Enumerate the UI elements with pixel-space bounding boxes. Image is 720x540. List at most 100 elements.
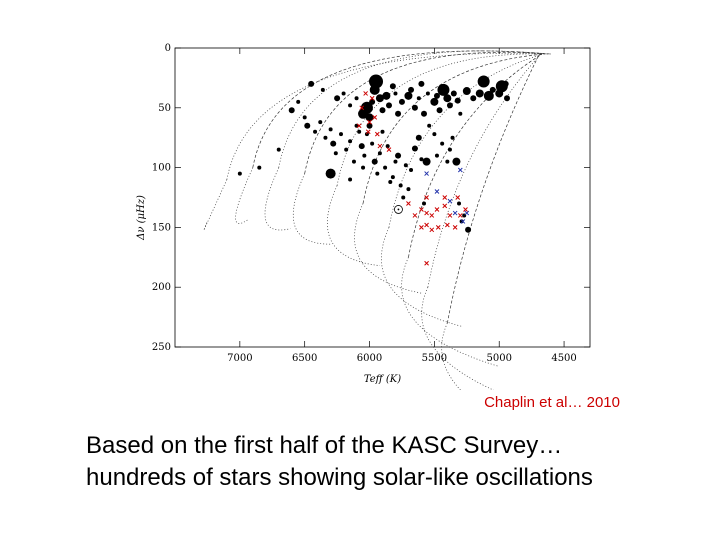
star-point-black [257,165,262,170]
x-tick-label: 4500 [551,353,576,364]
star-point-black [360,101,373,114]
plot-frame [174,47,591,348]
star-point-black [462,87,471,96]
sun-circle [394,205,403,214]
star-point-red [442,203,448,209]
star-point-black [385,102,392,109]
star-point-black [382,91,391,100]
star-point-black [395,152,402,159]
star-point-red [457,213,463,218]
star-point-black [357,129,362,134]
star-point-black [411,104,418,111]
star-point-black [276,147,281,152]
star-point-black [313,129,318,134]
star-point-blue [447,198,453,204]
blue-star-series [424,167,470,224]
x-tick-label: 6500 [292,353,317,364]
star-point-black [432,132,437,137]
star-point-black [477,75,490,88]
star-point-black [398,98,405,105]
caption-line-1: Based on the first half of the KASC Surv… [86,432,563,459]
track-line [226,52,552,180]
star-point-blue [464,210,470,216]
star-point-black [434,153,439,158]
star-point-black [330,140,337,147]
star-point-black [433,92,440,99]
star-point-black [302,115,307,120]
star-point-black [369,74,384,89]
black-star-series [237,74,510,233]
star-point-black [401,195,406,200]
star-point-red [424,210,429,216]
caption-line-2: hundreds of stars showing solar-like osc… [86,464,593,491]
track-line [252,50,550,168]
track-line [336,53,546,186]
star-point-blue [424,171,429,176]
track-line [362,53,545,204]
x-axis-label: Teff (K) [364,374,401,385]
star-point-black [416,96,421,101]
star-point-black [362,153,367,158]
star-point-black [418,80,425,87]
x-tick-label: 5500 [422,353,447,364]
star-point-black [419,157,424,162]
star-point-black [475,89,484,98]
star-point-black [436,107,443,114]
star-point-black [458,111,463,116]
axes: 7000 6500 6000 5500 5000 4500 0 50 100 150 200 250 [152,43,591,364]
star-point-red [429,227,435,233]
star-point-red [377,143,383,149]
star-point-black [296,99,301,104]
star-point-black [333,151,338,156]
star-point-black [364,132,369,137]
y-tick-label: 200 [152,282,171,293]
star-point-red [412,213,418,218]
star-point-red [435,225,441,230]
star-point-blue [460,219,466,224]
star-point-black [446,102,453,109]
star-point-black [351,159,356,164]
star-point-black [370,141,375,146]
star-point-black [415,134,422,141]
sun-symbol [394,205,403,214]
star-point-red [444,222,450,228]
star-point-black [323,135,328,140]
star-point-black [318,120,323,125]
star-point-red [419,207,424,212]
star-point-black [504,95,510,102]
star-point-black [320,87,325,92]
star-point-black [365,113,374,122]
star-point-black [454,97,461,104]
star-point-red [424,260,429,266]
credit-label: Chaplin et al… 2010 [484,394,620,411]
star-point-black [393,91,398,96]
star-point-black [348,139,353,144]
caption: Based on the first half of the KASC Surv… [86,430,593,494]
star-point-black [344,147,349,152]
star-point-black [383,165,388,170]
track-line [292,173,332,245]
track-line [421,287,495,390]
star-point-black [341,91,346,96]
star-point-black [489,86,496,93]
star-point-black [361,165,366,170]
star-point-black [328,127,333,132]
star-point-black [403,163,408,168]
star-point-red [359,105,365,111]
star-point-red [463,207,468,212]
star-point-black [450,135,455,140]
star-point-black [304,122,311,129]
star-point-red [455,195,461,200]
star-point-black [325,168,336,179]
star-point-black [288,107,295,114]
track-line [447,53,540,324]
star-point-black [457,201,462,206]
star-point-red [372,115,378,120]
star-point-black [447,147,452,152]
star-point-black [375,94,384,103]
x-tick-label: 5000 [486,353,511,364]
star-point-black [411,145,418,152]
evolutionary-tracks [203,50,552,390]
y-tick-label: 250 [152,342,171,353]
star-point-black [502,80,509,87]
